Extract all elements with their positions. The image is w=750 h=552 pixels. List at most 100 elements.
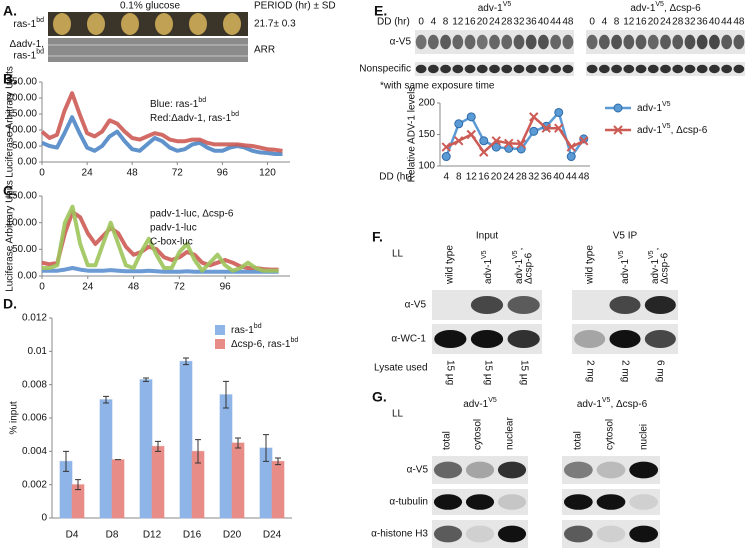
y-tick-label: 100.00 [6,217,37,228]
lane-label: total [573,431,584,450]
amount-label: 15 μg [518,360,529,385]
group-label: Input [476,231,498,242]
superscript: bd [254,323,262,330]
y-axis-label: Luciferase Arbitrary Units [5,66,16,178]
text-part: ras-1 [231,325,254,336]
error-bar [75,479,81,491]
text-part: , Δcsp-6 [664,3,701,14]
y-tick-label: 150.00 [6,109,37,120]
legend-label: Δcsp-6, ras-1bd [231,337,298,349]
data-point [441,142,451,152]
blot-band [550,64,562,74]
error-bar [183,357,189,366]
superscript: bd [231,111,239,118]
panel-label: B. [3,71,17,87]
x-tick-label: D16 [183,530,202,541]
race-tube [48,38,248,62]
timepoint-label: 20 [477,17,489,28]
blot-band [562,64,574,74]
error-bar [195,439,201,464]
blot-band [476,34,488,50]
race-tube [48,12,248,36]
timepoint-label: 4 [602,17,608,28]
blot-band [598,64,610,74]
blot-band [501,34,513,50]
timepoint-label: 28 [672,17,684,28]
row-label: Δadv-1, [10,39,44,50]
blot-band [434,330,467,348]
blot-band [609,296,641,314]
x-tick-label: 4 [443,172,449,183]
bar [231,442,245,519]
race-tube-edge [48,55,248,57]
blot-band [440,34,451,50]
amount-label: 6 mg [654,360,665,382]
condition-label: LL [392,409,404,420]
legend-swatch [215,325,225,335]
blot-band [525,34,537,50]
x-tick-label: 24 [82,168,94,179]
data-point [529,126,539,136]
superscript: bd [36,17,44,24]
blot-band [635,64,647,74]
y-tick-label: 0.006 [22,413,47,424]
x-tick-label: 48 [578,172,590,183]
text-part: Blue: ras-1 [150,99,199,110]
superscript: bd [36,49,44,56]
data-point [441,152,451,162]
blot-band [563,494,593,510]
x-tick-label: 16 [478,172,490,183]
panel-label: C. [3,183,17,199]
blot-band [672,34,684,50]
row-label: α-V5 [405,300,427,311]
y-tick-label: 250.00 [6,77,37,88]
timepoint-label: 24 [660,17,672,28]
y-tick-label: 200.00 [6,93,37,104]
lane-label: Δcsp-6 [524,252,535,284]
lane-label: nuclei [639,424,650,450]
lane-label: cytosol [473,419,484,450]
error-bar [223,380,229,409]
text-part: adv-1 [514,259,525,284]
blot-band [433,461,463,479]
legend-label: C-box-luc [150,237,193,248]
y-tick-label: 150.00 [6,191,37,202]
timepoint-label: 24 [489,17,501,28]
blot-band [623,64,635,74]
x-axis-label: DD (hr) [379,172,412,183]
blot-band [465,525,495,543]
timepoint-label: 32 [513,17,525,28]
superscript: V5 [655,1,664,8]
x-tick-label: 8 [456,172,462,183]
superscript: bd [198,97,206,104]
text-part: adv-1 [620,259,631,284]
group-label: V5 IP [613,231,638,242]
blot-band [465,461,495,479]
timepoint-label: 0 [418,17,424,28]
timepoint-label: 8 [614,17,620,28]
lysate-label: Lysate used [374,363,428,374]
timepoint-label: 36 [526,17,538,28]
blot-band [609,330,641,348]
bar [271,460,285,519]
error-bar [63,450,69,472]
data-point [479,136,489,146]
x-tick-label: 28 [516,172,528,183]
lane-label: wild type [445,245,456,285]
x-tick-label: 32 [528,172,540,183]
blot-band [660,34,671,50]
period-value: 21.7± 0.3 [254,19,296,30]
x-tick-label: 0 [39,168,45,179]
blot-band [489,34,500,50]
panel-a-title: 0.1% glucose [120,1,180,12]
blot-band [635,34,647,50]
lane-label: adv-1V5, [512,248,524,284]
blot-band [721,34,733,50]
blot-band [497,461,527,479]
blot-band [415,64,427,74]
timepoint-label: 40 [538,17,550,28]
row-label: ras-1bd [13,49,44,61]
bar [111,459,125,519]
group-label: adv-1V5, Δcsp-6 [577,397,648,409]
row-label: α-WC-1 [391,334,426,345]
